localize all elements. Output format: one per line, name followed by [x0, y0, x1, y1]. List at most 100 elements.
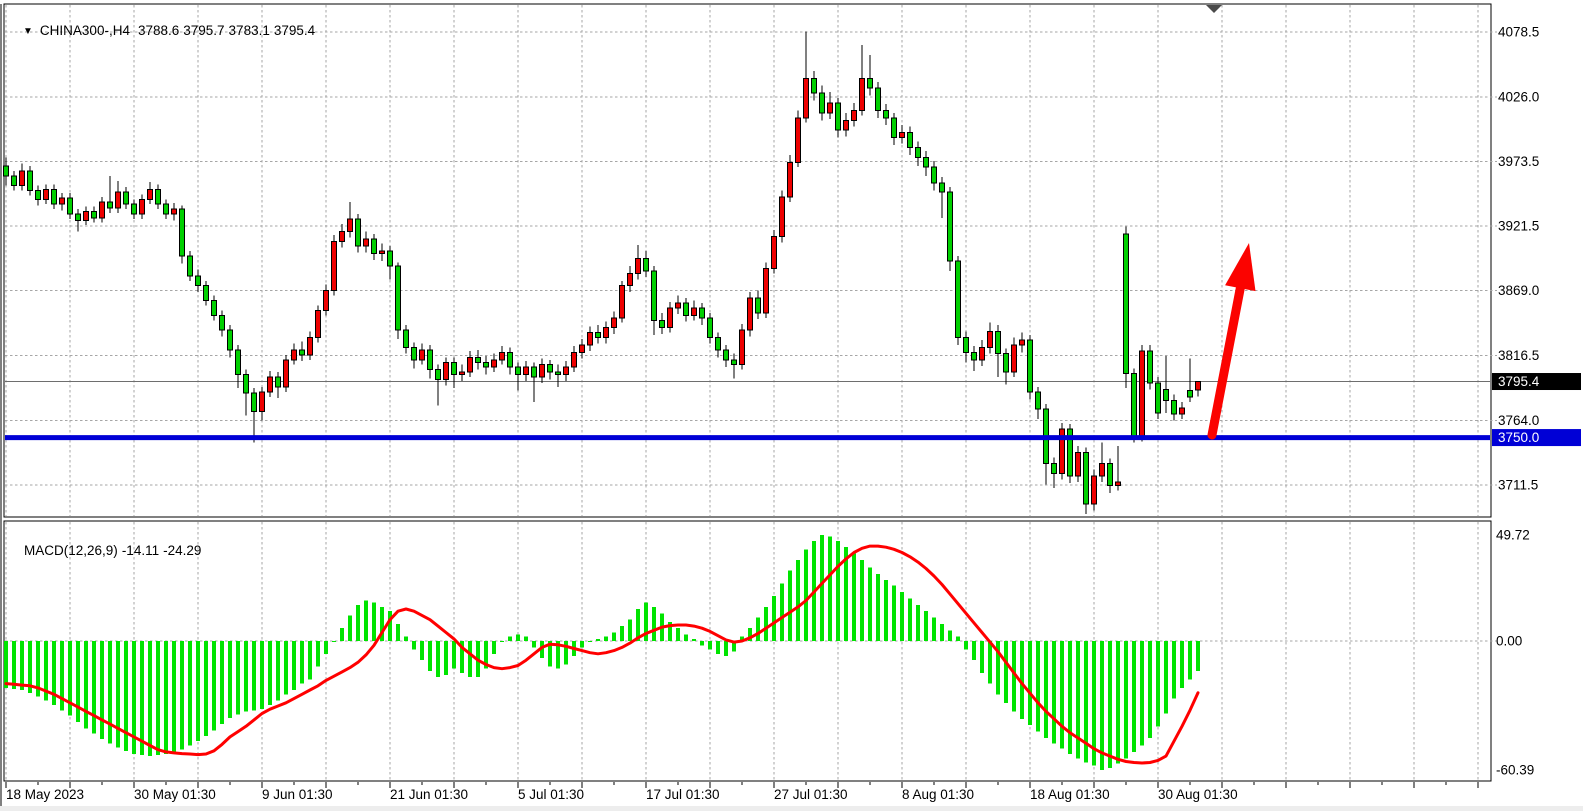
macd-bar [212, 641, 216, 731]
macd-bar [852, 553, 856, 641]
candle [411, 346, 417, 361]
price-tick-label: 3764.0 [1498, 413, 1539, 428]
time-tick-label: 21 Jun 01:30 [390, 787, 468, 802]
candle [27, 170, 33, 192]
candle [283, 359, 289, 388]
candle [1195, 381, 1201, 391]
macd-bar [764, 606, 768, 641]
macd-bar [1020, 641, 1024, 719]
macd-bar [140, 641, 144, 756]
candle [723, 349, 729, 361]
candle [299, 349, 305, 356]
candle [323, 290, 329, 311]
macd-bar [1100, 641, 1104, 770]
candle [675, 302, 681, 309]
macd-pane[interactable] [3, 520, 1492, 782]
candle [931, 166, 937, 184]
price-scale[interactable]: 4078.5 4026.0 3973.5 3921.5 3869.0 3816.5 3764… [1492, 25, 1581, 493]
candle [883, 109, 889, 119]
macd-bar [612, 632, 616, 641]
macd-bar [964, 641, 968, 650]
arrow-head[interactable] [1225, 243, 1256, 292]
macd-bar [220, 641, 224, 725]
time-scale[interactable]: 18 May 2023 30 May 01:30 9 Jun 01:30 21 Jun… [5, 782, 1479, 802]
candle [843, 119, 849, 131]
candle [75, 213, 81, 221]
arrow-shaft[interactable] [1207, 283, 1245, 440]
candle [667, 307, 673, 329]
macd-bar [580, 641, 584, 648]
candle [507, 351, 513, 368]
candle [1187, 390, 1193, 398]
shift-marker-icon[interactable] [1206, 5, 1222, 13]
current-price-badge [1492, 373, 1581, 391]
candle [59, 197, 65, 205]
macd-bar [1116, 641, 1120, 764]
candle [451, 361, 457, 376]
candle [995, 330, 1001, 355]
time-tick-label: 18 Aug 01:30 [1030, 787, 1110, 802]
macd-bar [772, 596, 776, 641]
candle [771, 235, 777, 269]
grid [5, 5, 1497, 780]
macd-bar [548, 641, 552, 667]
candle [707, 317, 713, 339]
macd-scale[interactable]: 49.72 0.00 -60.39 [1496, 527, 1534, 777]
candle [563, 366, 569, 376]
candle [1067, 428, 1073, 477]
macd-tick-label: 0.00 [1496, 634, 1522, 649]
hline-price-badge [1492, 429, 1581, 447]
shift-marker[interactable] [1206, 5, 1222, 13]
candle [579, 344, 585, 353]
macd-signal-value: -24.29 [163, 543, 202, 558]
hline-price-badge-label: 3750.0 [1498, 430, 1539, 445]
candle [891, 117, 897, 139]
up-arrow-annotation[interactable] [1207, 243, 1256, 440]
candle [1019, 339, 1025, 346]
collapse-icon[interactable]: ▼ [23, 26, 33, 37]
candle [67, 197, 73, 215]
time-tick-label: 8 Aug 01:30 [902, 787, 974, 802]
macd-bar [1164, 641, 1168, 714]
candle [795, 117, 801, 163]
macd-bar [1012, 641, 1016, 712]
candle [539, 364, 545, 378]
candle [51, 188, 57, 205]
candle [915, 146, 921, 158]
candle [187, 255, 193, 277]
candle [779, 196, 785, 237]
macd-bar [276, 641, 280, 701]
macd-bar [524, 636, 528, 641]
candle [907, 132, 913, 148]
macd-bar [724, 641, 728, 656]
macd-bar [244, 641, 248, 712]
macd-bar [980, 641, 984, 673]
candle [1131, 372, 1137, 437]
candle [803, 77, 809, 119]
macd-bar [1140, 641, 1144, 746]
candle [875, 87, 881, 111]
candle [251, 392, 257, 413]
candle [627, 272, 633, 287]
candle [203, 285, 209, 302]
candle [211, 300, 217, 316]
macd-bar [532, 641, 536, 648]
macd-bar [100, 641, 104, 740]
macd-bar [820, 535, 824, 641]
candle [435, 369, 441, 381]
price-tick-label: 3711.5 [1498, 478, 1538, 493]
candle [123, 191, 129, 205]
macd-bar [564, 641, 568, 665]
candle [35, 190, 41, 200]
macd-bar [468, 641, 472, 678]
macd-bar [60, 641, 64, 711]
macd-bar [164, 641, 168, 754]
macd-bar [892, 585, 896, 641]
candle [819, 92, 825, 114]
candle [3, 165, 9, 177]
macd-bar [1180, 641, 1184, 688]
candle [1027, 339, 1033, 393]
macd-bar [36, 641, 40, 697]
macd-bar [1092, 641, 1096, 766]
